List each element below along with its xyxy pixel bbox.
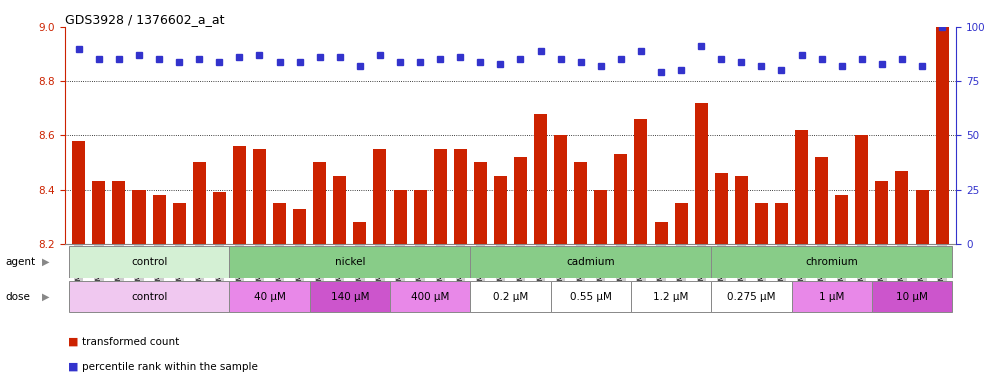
Bar <box>872 281 952 312</box>
Text: transformed count: transformed count <box>82 337 179 347</box>
Bar <box>514 157 527 244</box>
Bar <box>575 162 588 244</box>
Text: chromium: chromium <box>806 257 859 267</box>
Text: control: control <box>130 291 167 302</box>
Text: dose: dose <box>5 291 30 302</box>
Bar <box>73 141 86 244</box>
Bar <box>735 176 748 244</box>
Text: ■: ■ <box>68 337 79 347</box>
Text: 140 μM: 140 μM <box>331 291 370 302</box>
Bar <box>795 130 808 244</box>
Bar <box>815 157 828 244</box>
Text: 1.2 μM: 1.2 μM <box>653 291 689 302</box>
Bar <box>113 182 125 244</box>
Text: GDS3928 / 1376602_a_at: GDS3928 / 1376602_a_at <box>65 13 224 26</box>
Bar <box>711 281 792 312</box>
Bar <box>233 146 246 244</box>
Text: agent: agent <box>5 257 35 267</box>
Bar <box>674 203 687 244</box>
Bar <box>470 281 551 312</box>
Text: 0.55 μM: 0.55 μM <box>570 291 612 302</box>
Bar <box>715 173 728 244</box>
Text: ▶: ▶ <box>42 257 50 267</box>
Bar <box>413 190 426 244</box>
Text: 400 μM: 400 μM <box>411 291 449 302</box>
Bar <box>551 281 630 312</box>
Bar <box>229 247 470 278</box>
Bar <box>615 154 627 244</box>
Bar <box>374 149 386 244</box>
Bar <box>69 281 229 312</box>
Bar <box>534 114 547 244</box>
Bar <box>654 222 667 244</box>
Bar <box>470 247 711 278</box>
Bar <box>152 195 165 244</box>
Bar <box>775 203 788 244</box>
Bar <box>915 190 928 244</box>
Bar <box>213 192 226 244</box>
Bar <box>132 190 145 244</box>
Bar <box>895 170 908 244</box>
Bar <box>172 203 185 244</box>
Text: 0.2 μM: 0.2 μM <box>493 291 528 302</box>
Bar <box>393 190 406 244</box>
Text: nickel: nickel <box>335 257 366 267</box>
Bar <box>634 119 647 244</box>
Bar <box>694 103 708 244</box>
Bar <box>354 222 367 244</box>
Bar <box>836 195 849 244</box>
Text: 10 μM: 10 μM <box>896 291 928 302</box>
Text: ▶: ▶ <box>42 291 50 302</box>
Bar <box>310 281 390 312</box>
Bar <box>273 203 286 244</box>
Bar <box>554 136 567 244</box>
Bar <box>856 136 869 244</box>
Text: cadmium: cadmium <box>567 257 616 267</box>
Bar <box>69 247 229 278</box>
Bar <box>935 27 948 244</box>
Bar <box>755 203 768 244</box>
Bar <box>454 149 467 244</box>
Text: percentile rank within the sample: percentile rank within the sample <box>82 362 258 372</box>
Bar <box>630 281 711 312</box>
Bar <box>313 162 327 244</box>
Bar <box>595 190 608 244</box>
Text: 1 μM: 1 μM <box>819 291 845 302</box>
Bar <box>474 162 487 244</box>
Bar <box>433 149 446 244</box>
Text: ■: ■ <box>68 362 79 372</box>
Bar <box>334 176 347 244</box>
Bar <box>875 182 888 244</box>
Bar <box>253 149 266 244</box>
Bar <box>293 209 306 244</box>
Bar <box>711 247 952 278</box>
Bar <box>93 182 106 244</box>
Bar <box>390 281 470 312</box>
Bar <box>494 176 507 244</box>
Bar <box>229 281 310 312</box>
Bar <box>792 281 872 312</box>
Bar <box>193 162 206 244</box>
Text: 0.275 μM: 0.275 μM <box>727 291 776 302</box>
Text: control: control <box>130 257 167 267</box>
Text: 40 μM: 40 μM <box>254 291 286 302</box>
